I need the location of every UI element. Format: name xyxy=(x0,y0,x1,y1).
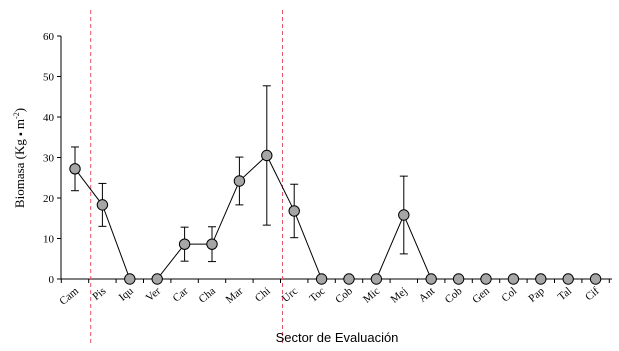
x-tick-label: Cam xyxy=(57,285,81,308)
y-axis-label-bullet: ▪ xyxy=(16,132,27,136)
data-point xyxy=(507,273,520,285)
x-tick-label: Car xyxy=(171,285,191,305)
data-point xyxy=(370,273,383,285)
data-point xyxy=(288,205,300,217)
x-tick-label: Pis xyxy=(90,285,108,303)
x-tick-label: Mic xyxy=(361,285,382,306)
x-tick-label: Mej xyxy=(388,285,409,306)
y-axis-label-unit: m xyxy=(12,119,27,132)
data-point xyxy=(343,273,355,285)
data-point xyxy=(452,273,465,285)
data-point xyxy=(315,273,328,285)
x-tick-label: Mar xyxy=(224,285,246,306)
y-axis-label-main: Biomasa (Kg xyxy=(12,136,27,208)
x-tick-label: Cob xyxy=(443,285,465,306)
y-tick-label: 20 xyxy=(43,193,55,205)
y-tick-label: 40 xyxy=(43,112,55,124)
data-point xyxy=(69,163,81,175)
data-point xyxy=(206,238,218,250)
data-point xyxy=(398,209,410,221)
x-tick-label: Ant xyxy=(417,285,437,305)
x-tick-label: Pap xyxy=(526,285,547,305)
x-axis: Cam Pis Iqu Ver Car Cha Mar Chi Urc Toc Cob Mic Mej A… xyxy=(57,278,612,308)
x-tick-label: Urc xyxy=(280,285,300,305)
y-axis-label: Biomasa (Kg ▪ m-2) xyxy=(12,108,27,208)
data-point xyxy=(480,273,492,285)
y-tick-label: 30 xyxy=(43,153,55,165)
y-tick-label: 0 xyxy=(49,274,55,286)
data-point xyxy=(178,238,191,250)
x-tick-label: Cob xyxy=(333,285,355,306)
data-point xyxy=(562,273,574,285)
series-polyline xyxy=(74,154,596,280)
y-tick-label: 50 xyxy=(43,72,55,84)
data-point xyxy=(589,273,602,285)
data-point xyxy=(261,149,273,162)
y-tick-label: 10 xyxy=(43,234,55,246)
data-point xyxy=(535,273,547,285)
data-point xyxy=(233,175,246,187)
x-tick-label: Ver xyxy=(144,285,164,304)
data-point xyxy=(425,273,437,285)
error-bars xyxy=(71,85,408,263)
data-point xyxy=(124,273,136,285)
x-tick-label: Gen xyxy=(470,285,492,306)
series-line xyxy=(74,154,596,280)
y-tick-label: 60 xyxy=(43,31,55,43)
y-axis: 0 10 20 30 40 50 60 xyxy=(43,31,62,286)
y-axis-label-exponent: -2 xyxy=(12,112,21,119)
x-tick-label: Cha xyxy=(197,285,218,306)
data-point xyxy=(151,273,163,285)
data-points xyxy=(69,149,602,285)
x-tick-label: Cif xyxy=(583,285,602,303)
x-tick-label: Toc xyxy=(307,285,327,305)
x-tick-label: Chi xyxy=(253,285,273,304)
y-axis-label-close: ) xyxy=(12,108,27,112)
data-point xyxy=(96,199,109,211)
x-axis-label: Sector de Evaluación xyxy=(276,330,399,345)
x-tick-label: Iqu xyxy=(117,285,136,304)
x-tick-label: Tal xyxy=(556,285,574,303)
x-tick-label: Col xyxy=(499,285,519,304)
